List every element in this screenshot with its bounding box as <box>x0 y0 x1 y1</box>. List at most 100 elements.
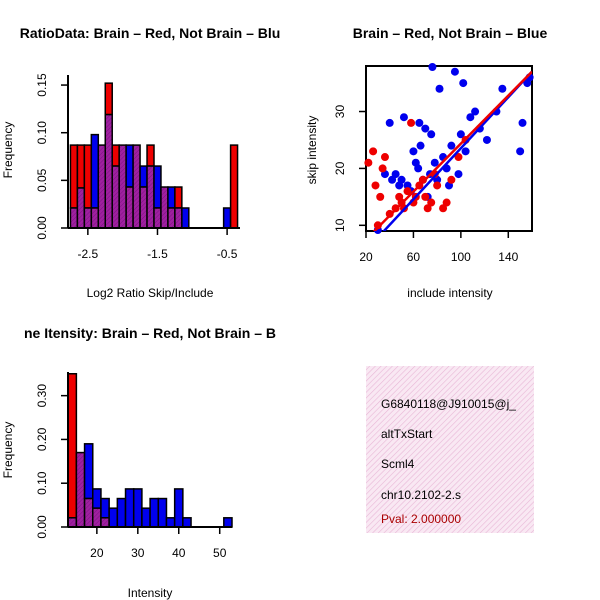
histogram-bar-not-brain <box>132 488 143 528</box>
scatter-point-not-brain <box>397 175 406 184</box>
intensity-scatter-frame <box>365 65 533 232</box>
scatter-point-brain <box>371 181 380 190</box>
scatter-point-brain <box>376 192 385 201</box>
intensity-histogram-ylabel: Frequency <box>1 422 15 479</box>
y-tick-label: 0.15 <box>35 73 49 97</box>
x-tick-label: -2.5 <box>78 247 99 261</box>
intensity-scatter-ylabel: skip intensity <box>305 116 319 185</box>
histogram-bar-not-brain <box>223 517 233 528</box>
scatter-point-brain <box>373 221 382 230</box>
scatter-point-not-brain <box>456 130 465 139</box>
info-pval: Pval: 2.000000 <box>381 512 461 526</box>
histogram-bar-brain <box>146 144 155 167</box>
intensity-scatter-yticks: 10 20 30 <box>333 105 366 232</box>
intensity-histogram-yticks: 0.00 0.10 0.20 0.30 <box>35 384 68 539</box>
histogram-bar-not-brain <box>116 497 127 528</box>
histogram-bar-overlap <box>83 497 94 528</box>
histogram-bar-overlap <box>139 186 148 229</box>
histogram-bar-brain <box>229 144 239 229</box>
info-id: G6840118@J910015@j_ <box>381 397 516 411</box>
histogram-bar-overlap <box>167 207 176 229</box>
scatter-point-not-brain <box>454 170 463 179</box>
scatter-point-brain <box>447 175 456 184</box>
scatter-point-not-brain <box>385 118 394 127</box>
histogram-bar-overlap <box>111 165 120 229</box>
histogram-bar-not-brain <box>83 443 94 500</box>
info-location: chr10.2102-2.s <box>381 488 461 502</box>
scatter-point-brain <box>421 192 430 201</box>
scatter-point-not-brain <box>498 84 507 93</box>
scatter-point-not-brain <box>388 175 397 184</box>
scatter-point-not-brain <box>430 158 439 167</box>
histogram-bar-not-brain <box>139 165 148 188</box>
ratio-histogram-bars <box>69 82 239 229</box>
histogram-bar-overlap <box>76 187 86 229</box>
scatter-point-not-brain <box>427 130 436 139</box>
histogram-bar-overlap <box>92 507 102 528</box>
fit-line-brain <box>372 70 532 231</box>
scatter-point-brain <box>427 198 436 207</box>
y-tick-label: 0.05 <box>35 168 49 192</box>
histogram-bar-not-brain <box>100 497 110 519</box>
scatter-point-not-brain <box>450 67 459 76</box>
histogram-bar-overlap <box>75 451 86 528</box>
histogram-bar-not-brain <box>92 488 102 509</box>
histogram-bar-not-brain <box>181 207 190 229</box>
scatter-point-brain <box>378 164 387 173</box>
y-tick-label: 0.30 <box>35 384 49 408</box>
histogram-bar-overlap <box>100 517 110 528</box>
info-event: altTxStart <box>381 427 433 441</box>
scatter-point-not-brain <box>516 147 525 156</box>
histogram-bar-overlap <box>125 186 134 229</box>
histogram-bar-not-brain <box>167 186 176 209</box>
scatter-point-not-brain <box>518 118 527 127</box>
histogram-bar-not-brain <box>157 497 168 528</box>
histogram-bar-not-brain <box>165 517 176 528</box>
ratio-histogram-yticks: 0.00 0.05 0.10 0.15 <box>35 73 68 240</box>
scatter-point-brain <box>418 175 427 184</box>
x-tick-label: 20 <box>90 546 104 560</box>
scatter-point-brain <box>433 181 442 190</box>
scatter-point-not-brain <box>471 107 480 116</box>
scatter-point-not-brain <box>391 170 400 179</box>
x-tick-label: 30 <box>131 546 145 560</box>
histogram-bar-overlap <box>104 113 113 229</box>
info-panel: G6840118@J910015@j_ altTxStart Scml4 chr… <box>366 366 534 533</box>
histogram-bar-overlap <box>132 144 141 229</box>
y-tick-label: 10 <box>333 218 347 232</box>
histogram-bar-overlap <box>83 207 93 229</box>
histogram-bar-brain <box>69 144 79 209</box>
histogram-bar-not-brain <box>125 144 134 188</box>
scatter-point-not-brain <box>447 141 456 150</box>
histogram-bar-overlap <box>174 207 183 229</box>
scatter-point-not-brain <box>466 113 475 122</box>
histogram-bar-overlap <box>146 165 155 229</box>
x-tick-label: -0.5 <box>217 247 238 261</box>
scatter-point-brain <box>364 158 373 167</box>
intensity-scatter-marks <box>364 63 534 234</box>
histogram-bar-not-brain <box>222 207 232 229</box>
scatter-point-brain <box>403 187 412 196</box>
x-tick-label: 140 <box>498 250 518 264</box>
ratio-histogram-title: RatioData: Brain – Red, Not Brain – Blu <box>20 25 281 41</box>
intensity-histogram: ne Itensity: Brain – Red, Not Brain – B … <box>1 325 276 600</box>
histogram-bar-overlap <box>153 207 162 229</box>
histogram-bar-brain <box>111 144 120 167</box>
histogram-bar-not-brain <box>153 165 162 209</box>
x-tick-label: 50 <box>213 546 227 560</box>
scatter-point-not-brain <box>482 135 491 144</box>
scatter-point-brain <box>442 198 451 207</box>
scatter-point-not-brain <box>435 84 444 93</box>
histogram-bar-not-brain <box>149 497 160 528</box>
y-tick-label: 0.00 <box>35 515 49 539</box>
histogram-bar-brain <box>76 144 86 189</box>
histogram-bar-not-brain <box>182 517 192 528</box>
histogram-bar-overlap <box>69 207 79 229</box>
y-tick-label: 0.20 <box>35 427 49 451</box>
scatter-point-not-brain <box>409 147 418 156</box>
x-tick-label: 60 <box>407 250 421 264</box>
ratio-histogram-xlabel: Log2 Ratio Skip/Include <box>87 286 214 300</box>
y-tick-label: 20 <box>333 161 347 175</box>
